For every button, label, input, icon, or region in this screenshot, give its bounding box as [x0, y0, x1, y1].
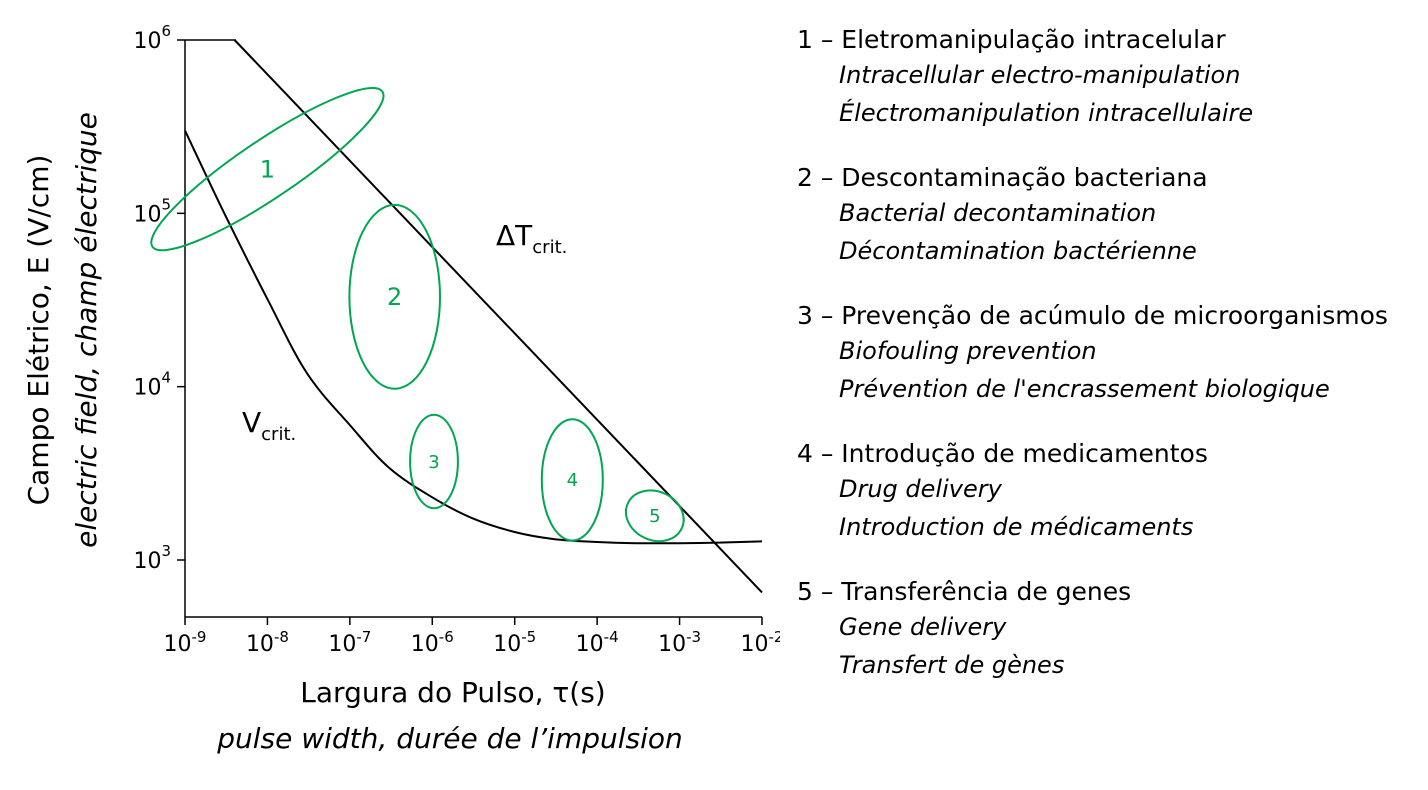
- legend-english: Biofouling prevention: [839, 337, 1097, 365]
- legend-english: Bacterial decontamination: [839, 199, 1157, 227]
- legend-title: 5 – Transferência de genes: [797, 577, 1132, 606]
- legend-english: Intracellular electro-manipulation: [839, 61, 1241, 89]
- region-number-5: 5: [649, 506, 660, 527]
- y-axis-subtitle: electric field, champ électrique: [70, 112, 103, 548]
- regions: 1 2 3 4 5: [150, 86, 685, 543]
- legend-french: Électromanipulation intracellulaire: [839, 99, 1254, 127]
- region-number-3: 3: [428, 452, 439, 473]
- x-tick-label: 10-6: [411, 628, 454, 657]
- legend-french: Prévention de l'encrassement biologique: [839, 375, 1330, 403]
- legend-item: 5 – Transferência de genes Gene delivery…: [797, 576, 1427, 684]
- curve-label-dtcrit: ΔTcrit.: [496, 219, 567, 258]
- legend-french: Décontamination bactérienne: [839, 237, 1197, 265]
- region-ellipse-2: [348, 203, 442, 390]
- y-axis-title: Campo Elétrico, E (V/cm): [22, 155, 55, 506]
- y-ticks: 103 104 105 106: [133, 22, 185, 574]
- region-number-4: 4: [567, 470, 578, 491]
- legend-english: Drug delivery: [839, 475, 1002, 503]
- x-tick-label: 10-2: [741, 628, 780, 657]
- x-tick-label: 10-4: [576, 628, 619, 657]
- x-tick-label: 10-3: [658, 628, 701, 657]
- legend-item: 4 – Introdução de medicamentos Drug deli…: [797, 438, 1427, 546]
- legend-title: 1 – Eletromanipulação intracelular: [797, 25, 1226, 54]
- curve-label-vcrit: Vcrit.: [242, 406, 296, 445]
- dtcrit-line: [233, 39, 763, 594]
- legend-item: 3 – Prevenção de acúmulo de microorganis…: [797, 300, 1427, 408]
- region-ellipse-3: [409, 413, 459, 510]
- region-ellipse-5: [624, 489, 685, 543]
- y-tick-label: 103: [133, 542, 171, 574]
- x-tick-label: 10-8: [246, 628, 289, 657]
- x-tick-label: 10-7: [328, 628, 371, 657]
- legend-item: 2 – Descontaminação bacteriana Bacterial…: [797, 162, 1427, 270]
- region-number-2: 2: [387, 283, 402, 311]
- legend-title: 3 – Prevenção de acúmulo de microorganis…: [797, 301, 1388, 330]
- x-axis-subtitle: pulse width, durée de l’impulsion: [216, 722, 683, 755]
- x-axis-title: Largura do Pulso, τ(s): [300, 676, 605, 709]
- curves: [184, 39, 763, 594]
- region-number-1: 1: [260, 156, 275, 184]
- y-tick-label: 106: [133, 22, 171, 54]
- legend-french: Transfert de gènes: [839, 651, 1065, 679]
- region-ellipse-1: [150, 86, 385, 252]
- x-tick-label: 10-5: [493, 628, 536, 657]
- y-tick-label: 104: [133, 369, 171, 401]
- y-tick-label: 105: [133, 195, 171, 227]
- legend-title: 4 – Introdução de medicamentos: [797, 439, 1208, 468]
- legend-title: 2 – Descontaminação bacteriana: [797, 163, 1208, 192]
- legend-english: Gene delivery: [839, 613, 1007, 641]
- legend-french: Introduction de médicaments: [839, 513, 1194, 541]
- legend-item: 1 – Eletromanipulação intracelular Intra…: [797, 24, 1427, 132]
- legend: 1 – Eletromanipulação intracelular Intra…: [797, 24, 1427, 714]
- vcrit-curve: [184, 130, 763, 545]
- region-ellipse-4: [540, 418, 604, 542]
- x-ticks: 10-9 10-8 10-7 10-6 10-5 10-4 10-3 10-2: [164, 617, 780, 657]
- x-tick-label: 10-9: [164, 628, 207, 657]
- chart: 10-9 10-8 10-7 10-6 10-5 10-4 10-3 10-2 1031041…: [22, 22, 780, 755]
